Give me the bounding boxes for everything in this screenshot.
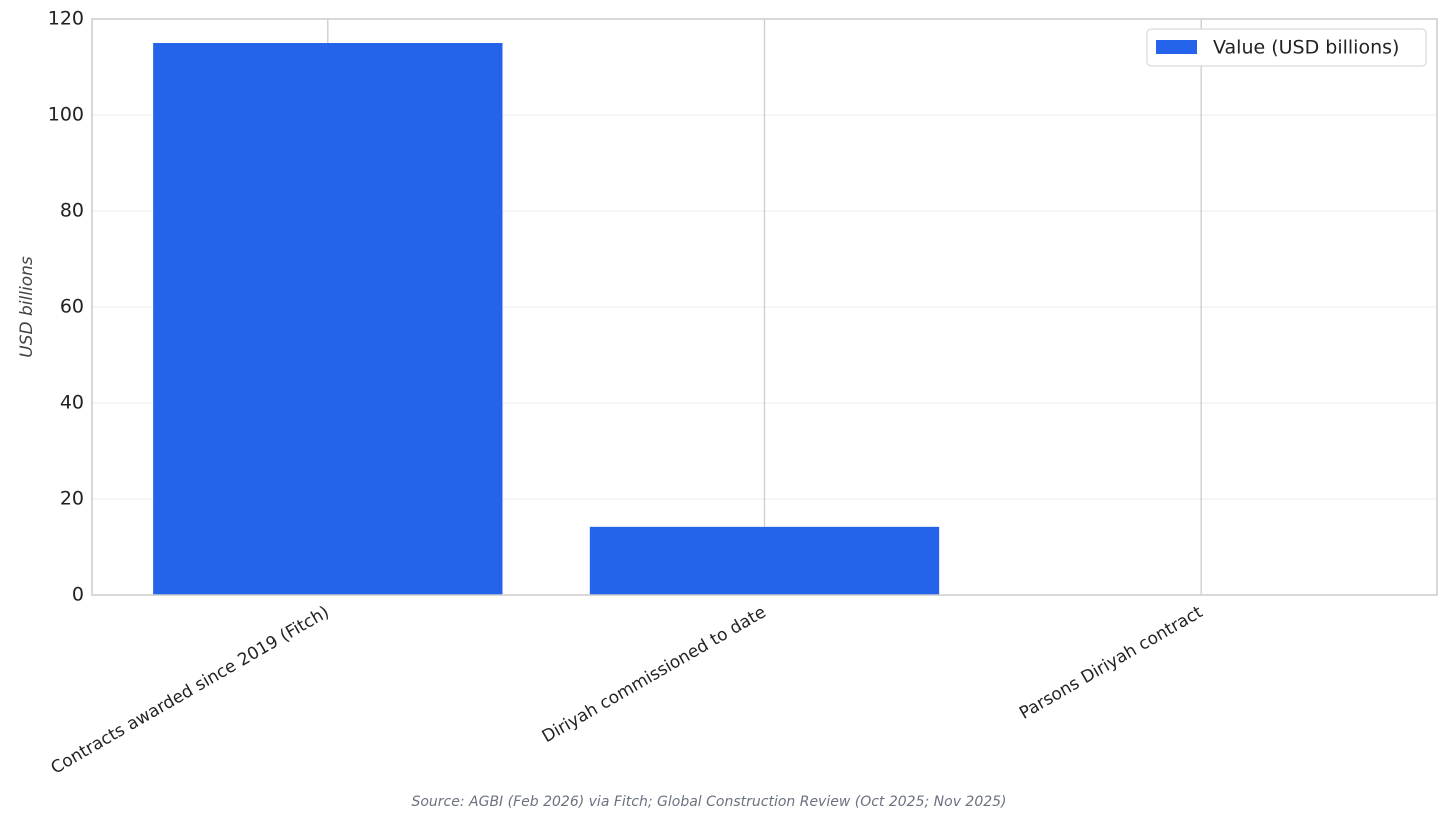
bar xyxy=(153,43,503,595)
y-axis-label: USD billions xyxy=(17,256,37,358)
x-tick-label: Diriyah commissioned to date xyxy=(539,602,770,747)
y-tick-label: 20 xyxy=(60,488,84,510)
y-tick-label: 40 xyxy=(60,392,84,414)
y-tick-label: 80 xyxy=(60,200,84,222)
bar xyxy=(589,526,940,595)
legend: Value (USD billions) xyxy=(1146,28,1427,67)
y-tick-label: 120 xyxy=(48,8,84,30)
y-tick-label: 0 xyxy=(72,584,84,606)
y-tick-label: 100 xyxy=(48,104,84,126)
legend-label: Value (USD billions) xyxy=(1213,37,1399,59)
legend-swatch xyxy=(1156,40,1197,54)
x-tick-label: Contracts awarded since 2019 (Fitch) xyxy=(48,602,333,778)
x-tick-label: Parsons Diriyah contract xyxy=(1016,602,1206,723)
y-tick-label: 60 xyxy=(60,296,84,318)
plot-frame xyxy=(91,18,1438,596)
source-note: Source: AGBI (Feb 2026) via Fitch; Globa… xyxy=(411,794,1006,810)
legend-box xyxy=(1146,28,1427,67)
